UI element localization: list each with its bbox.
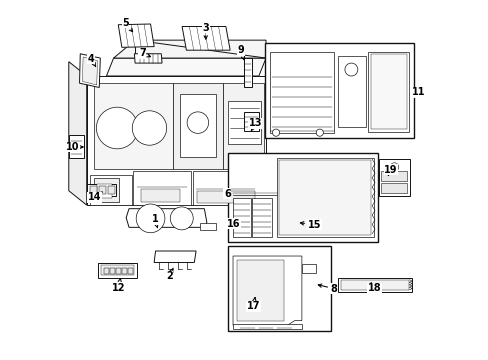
Polygon shape — [367, 51, 408, 132]
Text: 3: 3 — [202, 23, 209, 39]
Text: 14: 14 — [88, 192, 102, 202]
Circle shape — [132, 111, 166, 145]
Polygon shape — [94, 83, 172, 169]
Polygon shape — [370, 54, 406, 129]
Bar — [381, 183, 407, 193]
Bar — [122, 267, 126, 274]
Text: 1: 1 — [151, 215, 158, 228]
Polygon shape — [199, 223, 215, 230]
Polygon shape — [97, 184, 112, 198]
Text: 8: 8 — [318, 284, 337, 294]
Text: 19: 19 — [383, 165, 397, 176]
Polygon shape — [276, 158, 373, 237]
Polygon shape — [338, 56, 366, 127]
Circle shape — [96, 107, 138, 149]
Text: 12: 12 — [111, 279, 125, 293]
Polygon shape — [252, 198, 272, 237]
Text: 18: 18 — [367, 283, 380, 293]
Bar — [104, 267, 108, 274]
Bar — [265, 42, 413, 138]
Polygon shape — [233, 324, 301, 329]
Circle shape — [187, 112, 208, 134]
Bar — [110, 267, 115, 274]
Polygon shape — [233, 198, 250, 237]
Polygon shape — [106, 58, 265, 76]
Polygon shape — [140, 189, 180, 202]
Text: 7: 7 — [139, 48, 150, 58]
Text: 9: 9 — [237, 45, 244, 60]
Polygon shape — [197, 192, 254, 203]
Polygon shape — [378, 159, 409, 196]
Text: 13: 13 — [248, 118, 262, 131]
Polygon shape — [134, 54, 162, 63]
Text: 4: 4 — [87, 54, 96, 67]
Bar — [128, 267, 133, 274]
Polygon shape — [279, 160, 370, 234]
Circle shape — [170, 207, 193, 230]
Polygon shape — [301, 264, 315, 273]
Polygon shape — [182, 27, 230, 50]
Bar — [107, 186, 115, 194]
Polygon shape — [228, 101, 260, 144]
Polygon shape — [223, 83, 264, 169]
Text: 2: 2 — [165, 268, 173, 281]
Bar — [99, 186, 105, 194]
Polygon shape — [244, 112, 258, 131]
Polygon shape — [90, 175, 131, 205]
Polygon shape — [69, 62, 86, 205]
Polygon shape — [98, 263, 137, 278]
Circle shape — [389, 163, 398, 171]
Polygon shape — [172, 83, 223, 169]
Polygon shape — [192, 171, 258, 205]
Polygon shape — [86, 184, 116, 196]
Polygon shape — [180, 94, 215, 157]
Polygon shape — [244, 58, 251, 87]
Polygon shape — [236, 260, 284, 320]
Polygon shape — [80, 54, 100, 87]
Text: 16: 16 — [226, 219, 240, 229]
Circle shape — [272, 129, 279, 136]
Bar — [381, 171, 407, 181]
Bar — [116, 267, 121, 274]
Polygon shape — [233, 256, 301, 325]
Bar — [228, 153, 378, 242]
Polygon shape — [270, 51, 333, 134]
Text: 15: 15 — [300, 220, 321, 230]
Circle shape — [136, 204, 164, 233]
Text: 5: 5 — [122, 18, 132, 32]
Polygon shape — [118, 24, 154, 47]
Circle shape — [344, 63, 357, 76]
Polygon shape — [82, 57, 97, 85]
Polygon shape — [86, 76, 265, 205]
Polygon shape — [101, 265, 134, 275]
Polygon shape — [133, 171, 190, 205]
Polygon shape — [113, 40, 265, 58]
Bar — [89, 186, 97, 194]
Polygon shape — [126, 209, 206, 227]
Polygon shape — [154, 251, 196, 262]
Polygon shape — [338, 278, 411, 292]
Polygon shape — [94, 178, 119, 202]
Text: 6: 6 — [224, 189, 230, 199]
Polygon shape — [69, 135, 83, 158]
Text: 11: 11 — [411, 87, 424, 97]
Bar — [228, 246, 330, 331]
Polygon shape — [341, 280, 408, 290]
Circle shape — [316, 129, 323, 136]
Text: 17: 17 — [246, 298, 260, 311]
Text: 10: 10 — [65, 142, 82, 152]
